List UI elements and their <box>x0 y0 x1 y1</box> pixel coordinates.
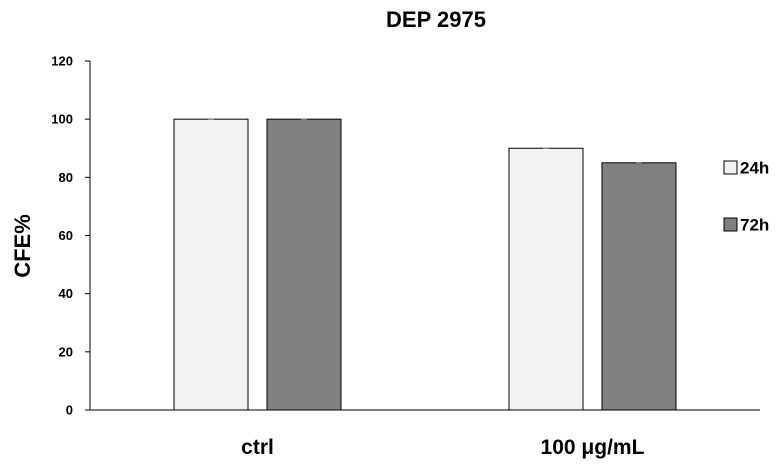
bar-72h-0 <box>266 118 342 411</box>
y-axis-label: CFE% <box>10 214 35 278</box>
y-tick-label: 80 <box>59 170 73 185</box>
bar-24h-0 <box>173 118 249 411</box>
legend-label: 72h <box>740 216 769 235</box>
bar-72h-1 <box>601 162 677 411</box>
legend-swatch <box>723 217 738 232</box>
y-tick-label: 60 <box>59 228 73 243</box>
x-category-label: 100 μg/mL <box>541 436 645 459</box>
y-tick-label: 40 <box>59 286 73 301</box>
legend: 24h 72h <box>723 159 769 235</box>
x-category-label: ctrl <box>241 436 274 459</box>
y-tick-label: 20 <box>59 344 73 359</box>
legend-swatch <box>723 160 738 175</box>
axes: 0 20 40 60 80 100 120 ctrl 100 μg/mL <box>51 54 760 459</box>
y-tick-label: 120 <box>51 54 73 69</box>
y-tick-label: 0 <box>66 403 73 418</box>
chart-title: DEP 2975 <box>386 7 486 32</box>
bar-24h-1 <box>508 147 584 411</box>
y-tick-label: 100 <box>51 112 73 127</box>
legend-label: 24h <box>740 159 769 178</box>
bars <box>173 118 677 411</box>
